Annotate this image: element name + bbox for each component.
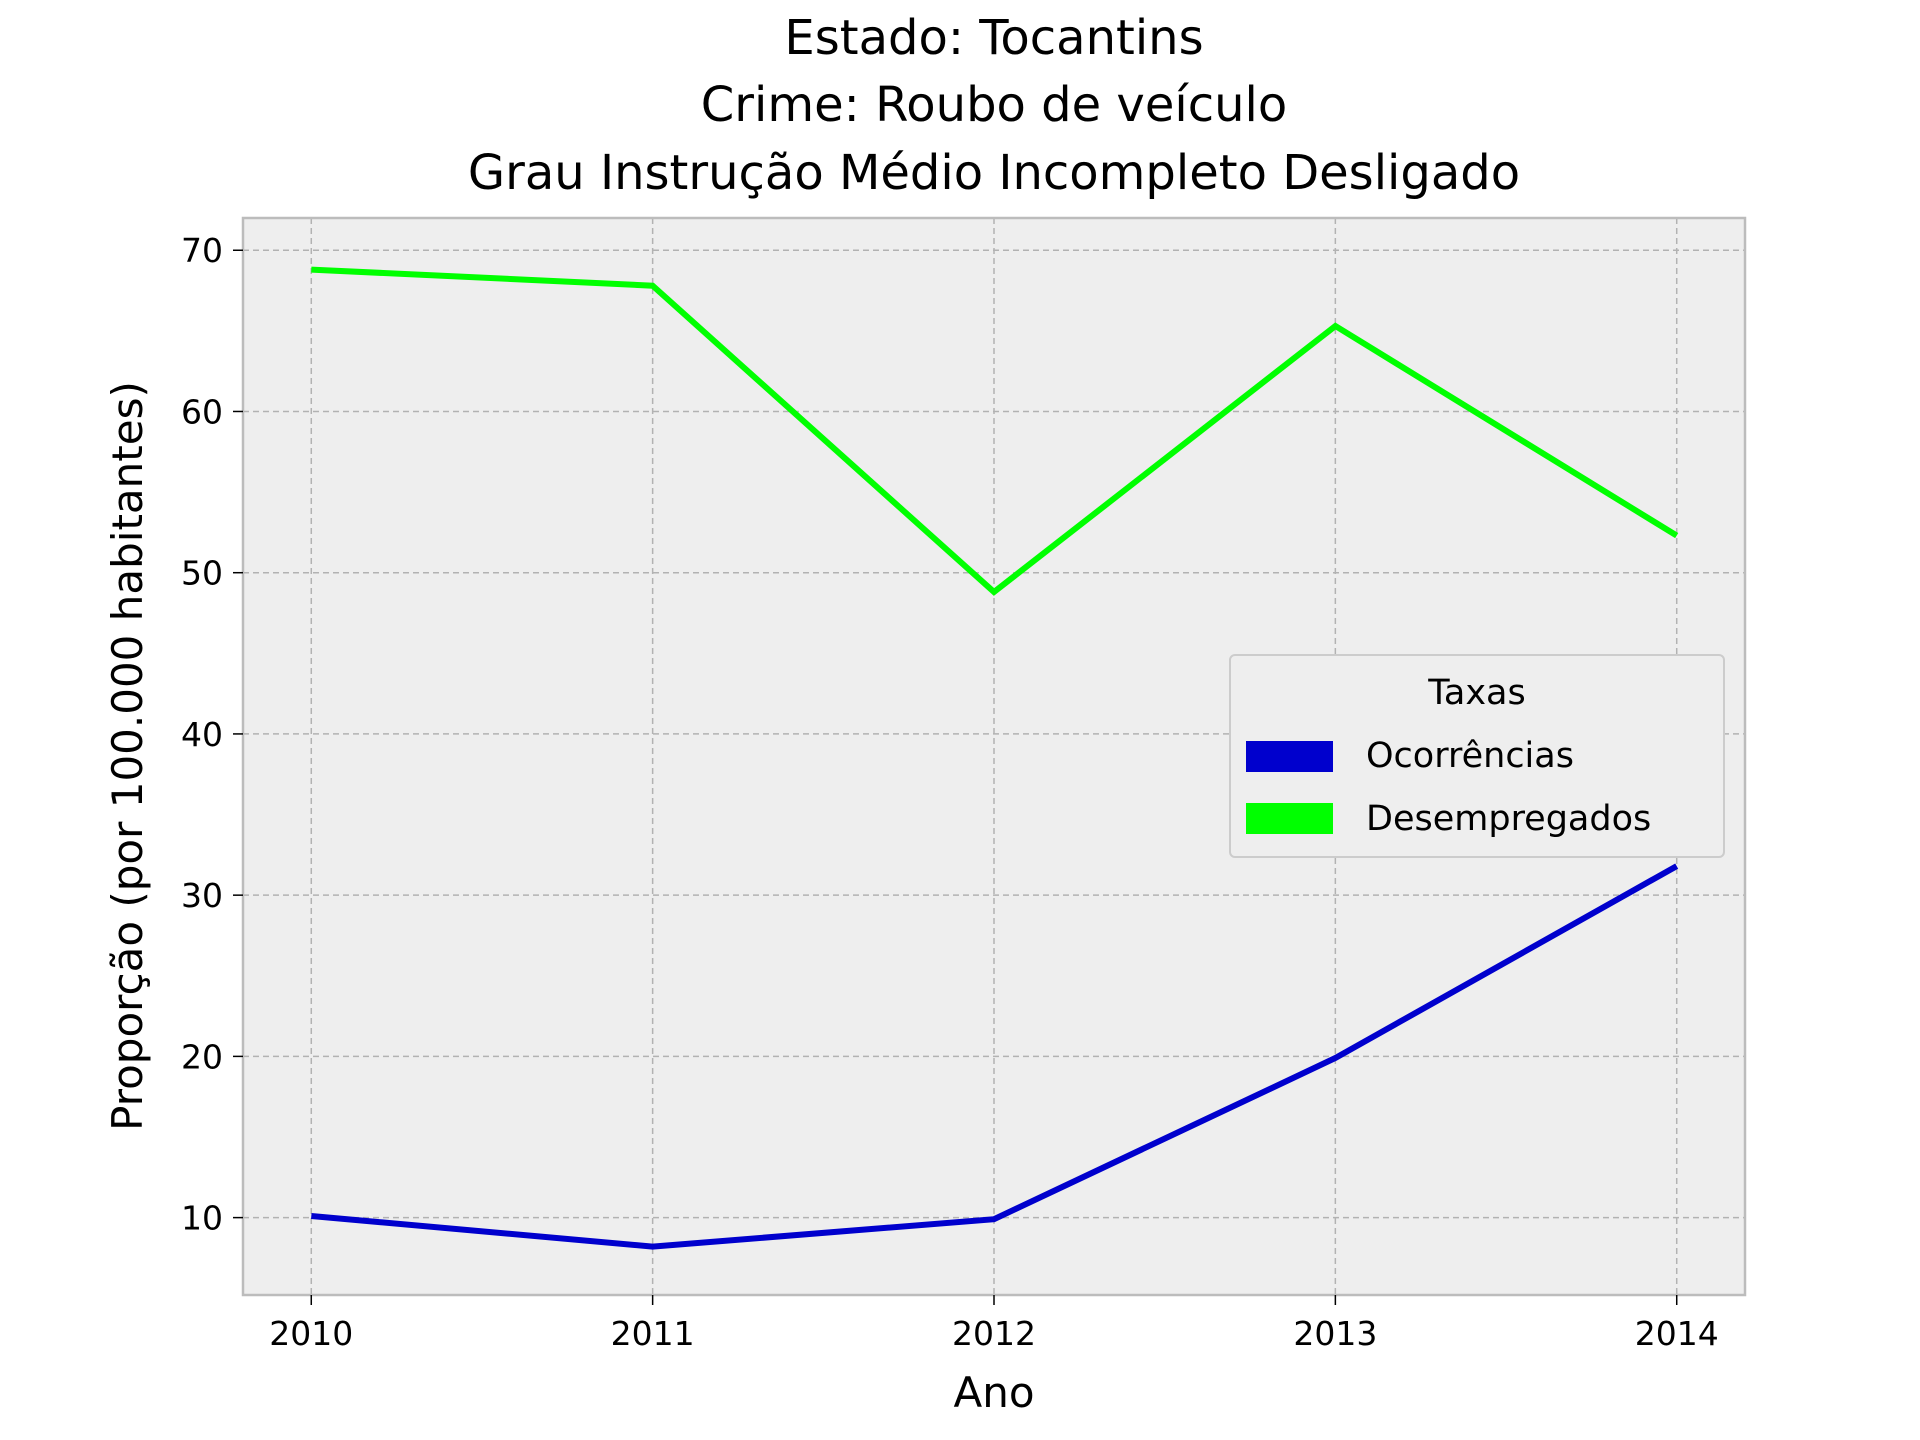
chart-title: Estado: Tocantins Crime: Roubo de veícul… bbox=[468, 10, 1520, 201]
series-line-desempregados bbox=[311, 266, 1679, 596]
title-line-3: Grau Instrução Médio Incompleto Desligad… bbox=[468, 145, 1520, 201]
x-tick-label: 2014 bbox=[1635, 1314, 1719, 1353]
y-tick-label: 20 bbox=[181, 1037, 223, 1076]
series-line-ocorrencias bbox=[311, 863, 1679, 1250]
y-tick-label: 40 bbox=[181, 715, 223, 754]
y-tick-label: 50 bbox=[181, 554, 223, 593]
title-line-1: Estado: Tocantins bbox=[784, 10, 1203, 66]
axis-ticks: 2010 2011 2012 2013 2014 10 20 30 40 50 60 70 bbox=[181, 231, 1719, 1353]
legend-label-desempregados: Desempregados bbox=[1366, 799, 1651, 839]
series-lines bbox=[311, 266, 1679, 1250]
y-axis-label: Proporção (por 100.000 habitantes) bbox=[103, 381, 152, 1131]
legend-swatch-desempregados bbox=[1246, 803, 1333, 834]
y-tick-label: 70 bbox=[181, 231, 223, 270]
x-tick-label: 2011 bbox=[611, 1314, 695, 1353]
y-tick-label: 10 bbox=[181, 1199, 223, 1238]
x-tick-label: 2012 bbox=[952, 1314, 1036, 1353]
title-line-2: Crime: Roubo de veículo bbox=[701, 77, 1287, 133]
legend-box bbox=[1229, 654, 1725, 858]
y-tick-label: 60 bbox=[181, 392, 223, 431]
legend: Taxas Ocorrências Desempregados bbox=[1229, 654, 1725, 858]
legend-label-ocorrencias: Ocorrências bbox=[1366, 736, 1574, 776]
legend-swatch-ocorrencias bbox=[1246, 741, 1333, 772]
x-tick-label: 2010 bbox=[269, 1314, 353, 1353]
x-axis-label: Ano bbox=[953, 1368, 1034, 1417]
y-tick-label: 30 bbox=[181, 876, 223, 915]
x-tick-label: 2013 bbox=[1293, 1314, 1377, 1353]
legend-title: Taxas bbox=[1427, 673, 1525, 713]
